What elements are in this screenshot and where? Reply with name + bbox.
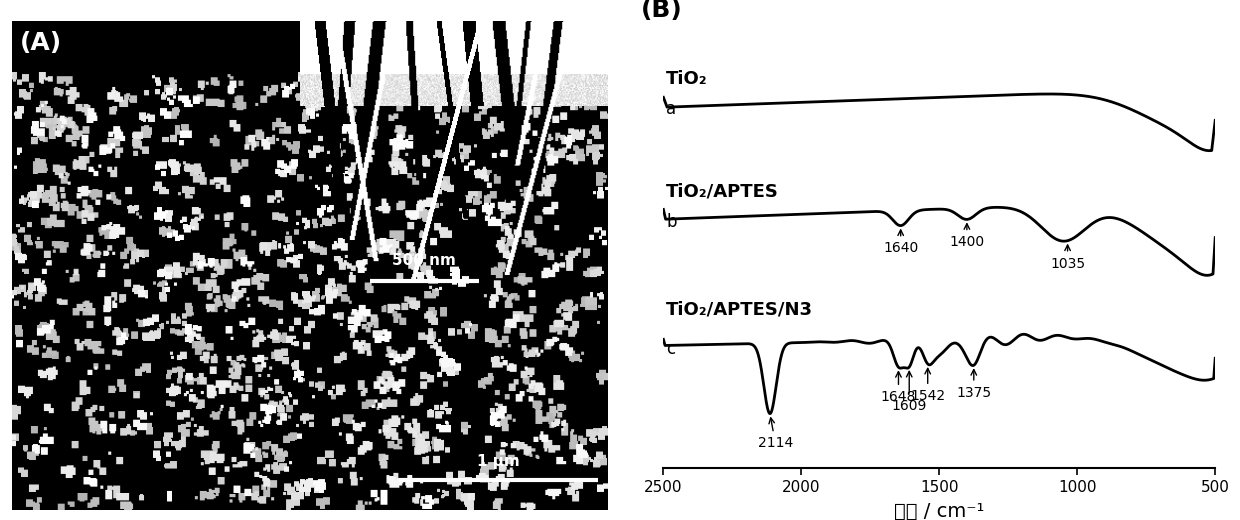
Text: TiO₂/APTES/N3: TiO₂/APTES/N3	[666, 301, 813, 318]
Text: (A): (A)	[20, 31, 62, 56]
Text: 1 μm: 1 μm	[477, 454, 520, 469]
Text: 1035: 1035	[1050, 245, 1085, 270]
Text: 1400: 1400	[950, 224, 985, 249]
Text: (B): (B)	[641, 0, 683, 21]
Text: c: c	[666, 340, 676, 358]
Text: a: a	[666, 100, 676, 118]
X-axis label: 波数 / cm⁻¹: 波数 / cm⁻¹	[894, 502, 985, 520]
Text: 1648: 1648	[880, 372, 916, 404]
Text: TiO₂/APTES: TiO₂/APTES	[666, 183, 779, 201]
Text: TiO₂: TiO₂	[666, 70, 708, 88]
Text: 1640: 1640	[883, 230, 919, 255]
Text: 2114: 2114	[758, 418, 794, 450]
Text: 1609: 1609	[892, 371, 928, 413]
Text: 1375: 1375	[956, 370, 991, 400]
Text: b: b	[666, 213, 677, 231]
Text: 500 nm: 500 nm	[392, 253, 456, 268]
Text: 1542: 1542	[910, 368, 945, 403]
